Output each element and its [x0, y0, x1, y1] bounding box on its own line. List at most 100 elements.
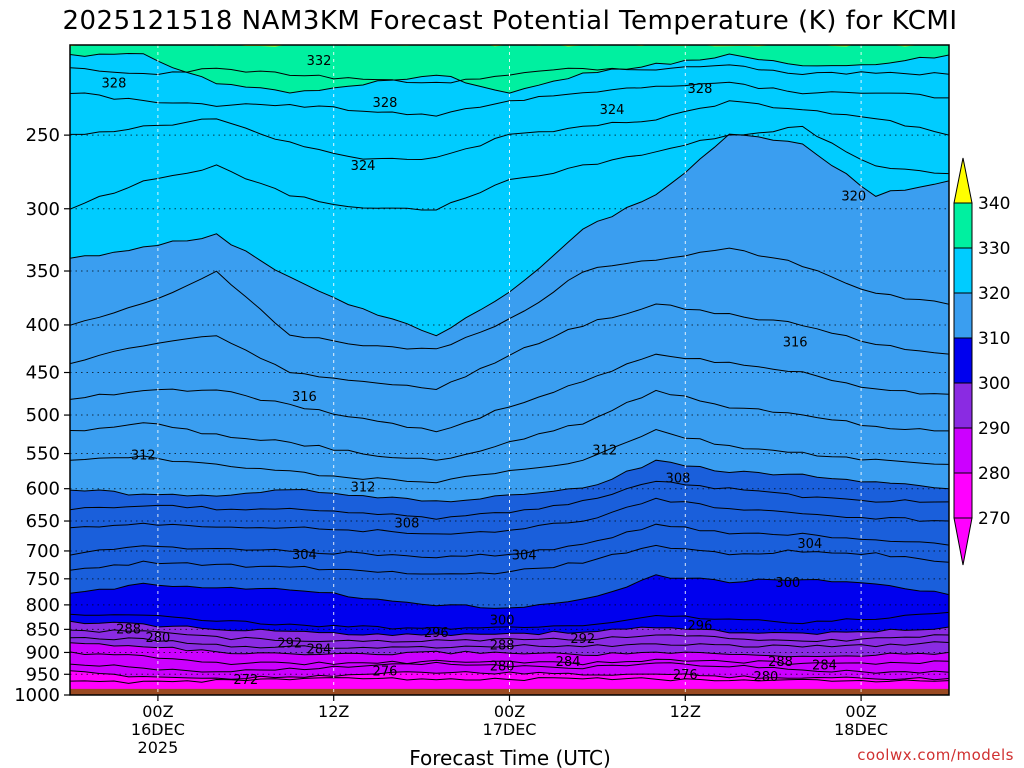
contour-label: 320 [841, 189, 866, 204]
contour-label: 312 [131, 449, 156, 464]
chart-title: 2025121518 NAM3KM Forecast Potential Tem… [62, 6, 957, 36]
contour-line [70, 428, 949, 484]
contour-label: 304 [292, 548, 317, 563]
contour-label: 316 [292, 390, 317, 405]
contour-line [70, 81, 949, 117]
y-axis-ticks: 2503003504004505005506006507007508008509… [14, 125, 70, 706]
contour-line [70, 642, 949, 658]
y-tick-label: 550 [26, 444, 60, 465]
y-tick-label: 850 [26, 619, 60, 640]
x-tick-label: 18DEC [834, 720, 888, 739]
contour-line [70, 677, 949, 684]
contour-line [70, 670, 949, 681]
colorbar-label: 340 [978, 194, 1010, 214]
colorbar-label: 320 [978, 284, 1010, 304]
colorbar-label: 270 [978, 509, 1010, 529]
contour-line [70, 636, 949, 649]
colorbar-segment [953, 427, 973, 474]
grid-lines [70, 45, 949, 695]
colorbar-label: 330 [978, 239, 1010, 259]
x-tick-label: 17DEC [483, 720, 537, 739]
y-tick-label: 450 [26, 363, 60, 384]
x-tick-label: 2025 [138, 738, 179, 757]
contour-label: 300 [775, 576, 800, 591]
contour-label: 324 [600, 103, 625, 118]
contour-label: 332 [307, 54, 332, 69]
contour-label: 284 [556, 655, 581, 670]
plot-area: 332 328 328 328 324 324 320 316 316 312 312 312 308 3… [70, 45, 949, 695]
y-tick-label: 250 [26, 125, 60, 146]
contour-line [70, 52, 949, 94]
contour-label: 300 [490, 614, 515, 629]
colorbar: 270 280 290 300 310 320 330 340 [953, 157, 1010, 566]
y-tick-label: 400 [26, 315, 60, 336]
contour-label: 328 [688, 82, 713, 97]
colorbar-label: 310 [978, 329, 1010, 349]
contour-label: 296 [688, 619, 713, 634]
x-tick-label: 12Z [318, 702, 349, 721]
credit-text: coolwx.com/models [857, 746, 1014, 764]
contour-label: 292 [570, 632, 595, 647]
y-tick-label: 900 [26, 642, 60, 663]
contour-line [70, 353, 949, 433]
contour-label: 276 [373, 664, 398, 679]
y-tick-label: 950 [26, 664, 60, 685]
contour-label: 304 [797, 537, 822, 552]
contour-line [70, 480, 949, 520]
contour-label: 288 [768, 655, 793, 670]
y-tick-label: 350 [26, 261, 60, 282]
y-tick-label: 600 [26, 479, 60, 500]
contour-label: 328 [373, 96, 398, 111]
colorbar-segment [953, 337, 973, 384]
y-tick-label: 1000 [14, 685, 60, 706]
x-tick-label: 12Z [670, 702, 701, 721]
colorbar-label: 300 [978, 374, 1010, 394]
contour-label: 328 [102, 76, 127, 91]
contour-label: 292 [277, 636, 302, 651]
colorbar-label: 290 [978, 419, 1010, 439]
contour-label: 308 [666, 471, 691, 486]
colorbar-segment [953, 472, 973, 519]
contour-label: 284 [307, 642, 332, 657]
contour-label: 312 [351, 480, 376, 495]
contour-label: 296 [424, 626, 449, 641]
contour-line [70, 523, 949, 559]
contour-label: 288 [490, 639, 515, 654]
contour-label: 280 [490, 660, 515, 675]
x-tick-label: 16DEC [131, 720, 185, 739]
colorbar-segment [953, 202, 973, 249]
contour-label: 308 [395, 516, 420, 531]
x-tick-label: 00Z [494, 702, 525, 721]
y-tick-label: 700 [26, 541, 60, 562]
contour-label: 304 [512, 549, 537, 564]
contour-labels: 332 328 328 328 324 324 320 316 316 312 312 312 308 3… [102, 54, 867, 688]
x-axis-label: Forecast Time (UTC) [409, 746, 611, 768]
contour-line [70, 100, 949, 161]
colorbar-segment [953, 382, 973, 429]
contour-line [70, 661, 949, 674]
y-tick-label: 650 [26, 511, 60, 532]
x-tick-label: 00Z [142, 702, 173, 721]
contour-label: 272 [233, 673, 258, 688]
colorbar-cap-top [953, 157, 973, 204]
contour-label: 288 [116, 622, 141, 637]
contour-label: 280 [145, 631, 170, 646]
colorbar-segment [953, 292, 973, 339]
colorbar-cap-bottom [953, 517, 973, 566]
contour-label: 276 [673, 668, 698, 683]
contour-label: 312 [592, 444, 617, 459]
colorbar-label: 280 [978, 464, 1010, 484]
contour-label: 324 [351, 159, 376, 174]
y-tick-label: 800 [26, 595, 60, 616]
x-tick-label: 00Z [845, 702, 876, 721]
y-tick-label: 750 [26, 569, 60, 590]
contour-label: 284 [812, 659, 837, 674]
color-bands [70, 45, 949, 695]
contour-label: 280 [753, 670, 778, 685]
colorbar-segment [953, 247, 973, 294]
contour-line [70, 629, 949, 643]
contour-label: 316 [783, 336, 808, 351]
y-tick-label: 500 [26, 405, 60, 426]
